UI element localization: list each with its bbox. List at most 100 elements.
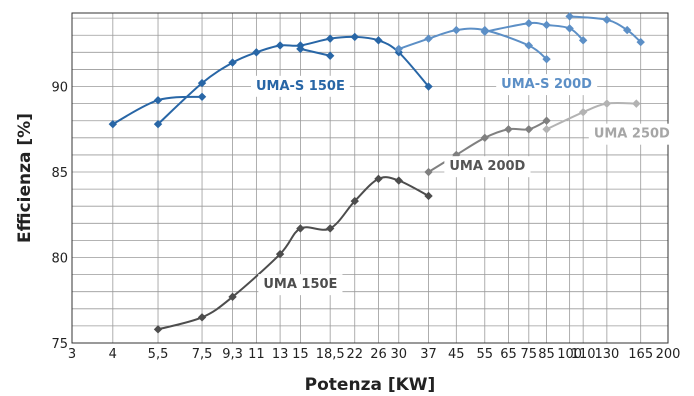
data-point bbox=[394, 176, 403, 185]
series-line bbox=[157, 176, 429, 331]
data-point bbox=[480, 27, 489, 37]
x-tick-label: 18,5 bbox=[316, 347, 345, 362]
series-line bbox=[546, 101, 637, 131]
x-tick-label: 5,5 bbox=[148, 347, 169, 362]
y-tick-label: 80 bbox=[51, 252, 68, 267]
x-tick-label: 45 bbox=[448, 347, 465, 362]
data-point bbox=[480, 133, 489, 143]
data-point bbox=[452, 25, 461, 35]
series-label: UMA-S 150E bbox=[250, 75, 350, 97]
data-point bbox=[325, 34, 335, 43]
series-label: UMA 200D bbox=[444, 156, 531, 178]
y-tick-label: 90 bbox=[51, 81, 68, 96]
data-point bbox=[424, 191, 433, 201]
plot-frame bbox=[71, 12, 669, 344]
data-point bbox=[542, 116, 551, 125]
x-tick-label: 7,5 bbox=[192, 347, 213, 362]
series-label-background bbox=[588, 123, 676, 145]
data-point bbox=[524, 125, 534, 134]
series-6 bbox=[153, 174, 433, 334]
data-point bbox=[296, 224, 305, 233]
grid bbox=[71, 13, 669, 344]
data-point bbox=[602, 15, 612, 25]
x-tick-label: 30 bbox=[390, 347, 407, 362]
data-point bbox=[252, 48, 261, 57]
data-point bbox=[275, 249, 285, 259]
series-2 bbox=[296, 44, 335, 60]
data-point bbox=[325, 224, 335, 233]
x-tick-label: 165 bbox=[628, 347, 653, 362]
x-tick-label: 65 bbox=[500, 347, 517, 362]
x-tick-label: 13 bbox=[272, 347, 289, 362]
series-label-background bbox=[250, 75, 350, 97]
data-point bbox=[325, 51, 335, 60]
series-label: UMA-S 200D bbox=[496, 74, 598, 96]
data-point bbox=[374, 174, 383, 184]
series-label-background bbox=[496, 74, 598, 96]
data-point bbox=[350, 32, 359, 42]
data-point bbox=[504, 125, 513, 134]
data-point bbox=[424, 82, 433, 91]
x-tick-label: 26 bbox=[370, 347, 387, 362]
data-point bbox=[197, 92, 207, 101]
x-tick-label: 15 bbox=[292, 347, 309, 362]
y-tick-label: 85 bbox=[51, 166, 68, 181]
y-tick-labels: 75 80 85 90 bbox=[51, 81, 68, 352]
data-point bbox=[296, 44, 305, 54]
series-labels: UMA-S 150E UMA-S 200D UMA 250D UMA 200D UMA … bbox=[250, 74, 676, 296]
series-line bbox=[398, 27, 548, 60]
x-tick-label: 75 bbox=[521, 347, 538, 362]
data-point bbox=[622, 25, 632, 35]
data-point bbox=[632, 99, 641, 108]
series-line bbox=[300, 47, 331, 57]
data-point bbox=[565, 12, 574, 21]
data-point bbox=[636, 37, 645, 47]
data-point bbox=[565, 24, 574, 33]
series-label-text: UMA 150E bbox=[263, 277, 337, 292]
data-point bbox=[524, 41, 534, 50]
data-point bbox=[578, 36, 588, 45]
data-point bbox=[153, 119, 163, 129]
x-tick-label: 9,3 bbox=[222, 347, 243, 362]
data-point bbox=[153, 96, 163, 105]
series-label-text: UMA 250D bbox=[594, 127, 670, 142]
data-point bbox=[374, 36, 383, 45]
series-label-text: UMA-S 150E bbox=[256, 79, 345, 94]
data-point bbox=[542, 125, 551, 134]
data-point bbox=[228, 58, 237, 67]
data-point bbox=[542, 54, 551, 64]
data-point bbox=[153, 325, 163, 334]
data-point bbox=[108, 119, 118, 129]
series-label-text: UMA 200D bbox=[449, 159, 525, 174]
data-point bbox=[578, 107, 588, 117]
x-tick-label: 11 bbox=[248, 347, 265, 362]
x-tick-label: 37 bbox=[420, 347, 437, 362]
data-point bbox=[524, 19, 534, 28]
x-tick-label: 22 bbox=[346, 347, 363, 362]
data-point bbox=[542, 20, 551, 30]
x-axis-title: Potenza [KW] bbox=[305, 375, 436, 395]
series-8 bbox=[542, 99, 641, 134]
x-tick-label: 200 bbox=[656, 347, 681, 362]
x-tick-label: 85 bbox=[538, 347, 555, 362]
x-tick-label: 110 bbox=[571, 347, 596, 362]
data-point bbox=[424, 34, 433, 43]
series-5 bbox=[565, 12, 645, 47]
series-0 bbox=[108, 92, 207, 129]
data-point bbox=[350, 196, 359, 206]
x-tick-label: 130 bbox=[594, 347, 619, 362]
x-tick-label: 100 bbox=[557, 347, 582, 362]
data-point bbox=[197, 313, 207, 322]
y-tick-label: 75 bbox=[51, 337, 68, 352]
x-tick-label: 3 bbox=[68, 347, 76, 362]
series-3 bbox=[394, 25, 551, 64]
x-tick-label: 4 bbox=[109, 347, 117, 362]
data-point bbox=[197, 78, 207, 88]
data-point bbox=[424, 167, 433, 177]
data-point bbox=[394, 44, 403, 54]
series-label-background bbox=[258, 274, 343, 296]
data-point bbox=[275, 41, 285, 50]
series-label: UMA 150E bbox=[258, 274, 343, 296]
series-label-background bbox=[444, 156, 531, 178]
